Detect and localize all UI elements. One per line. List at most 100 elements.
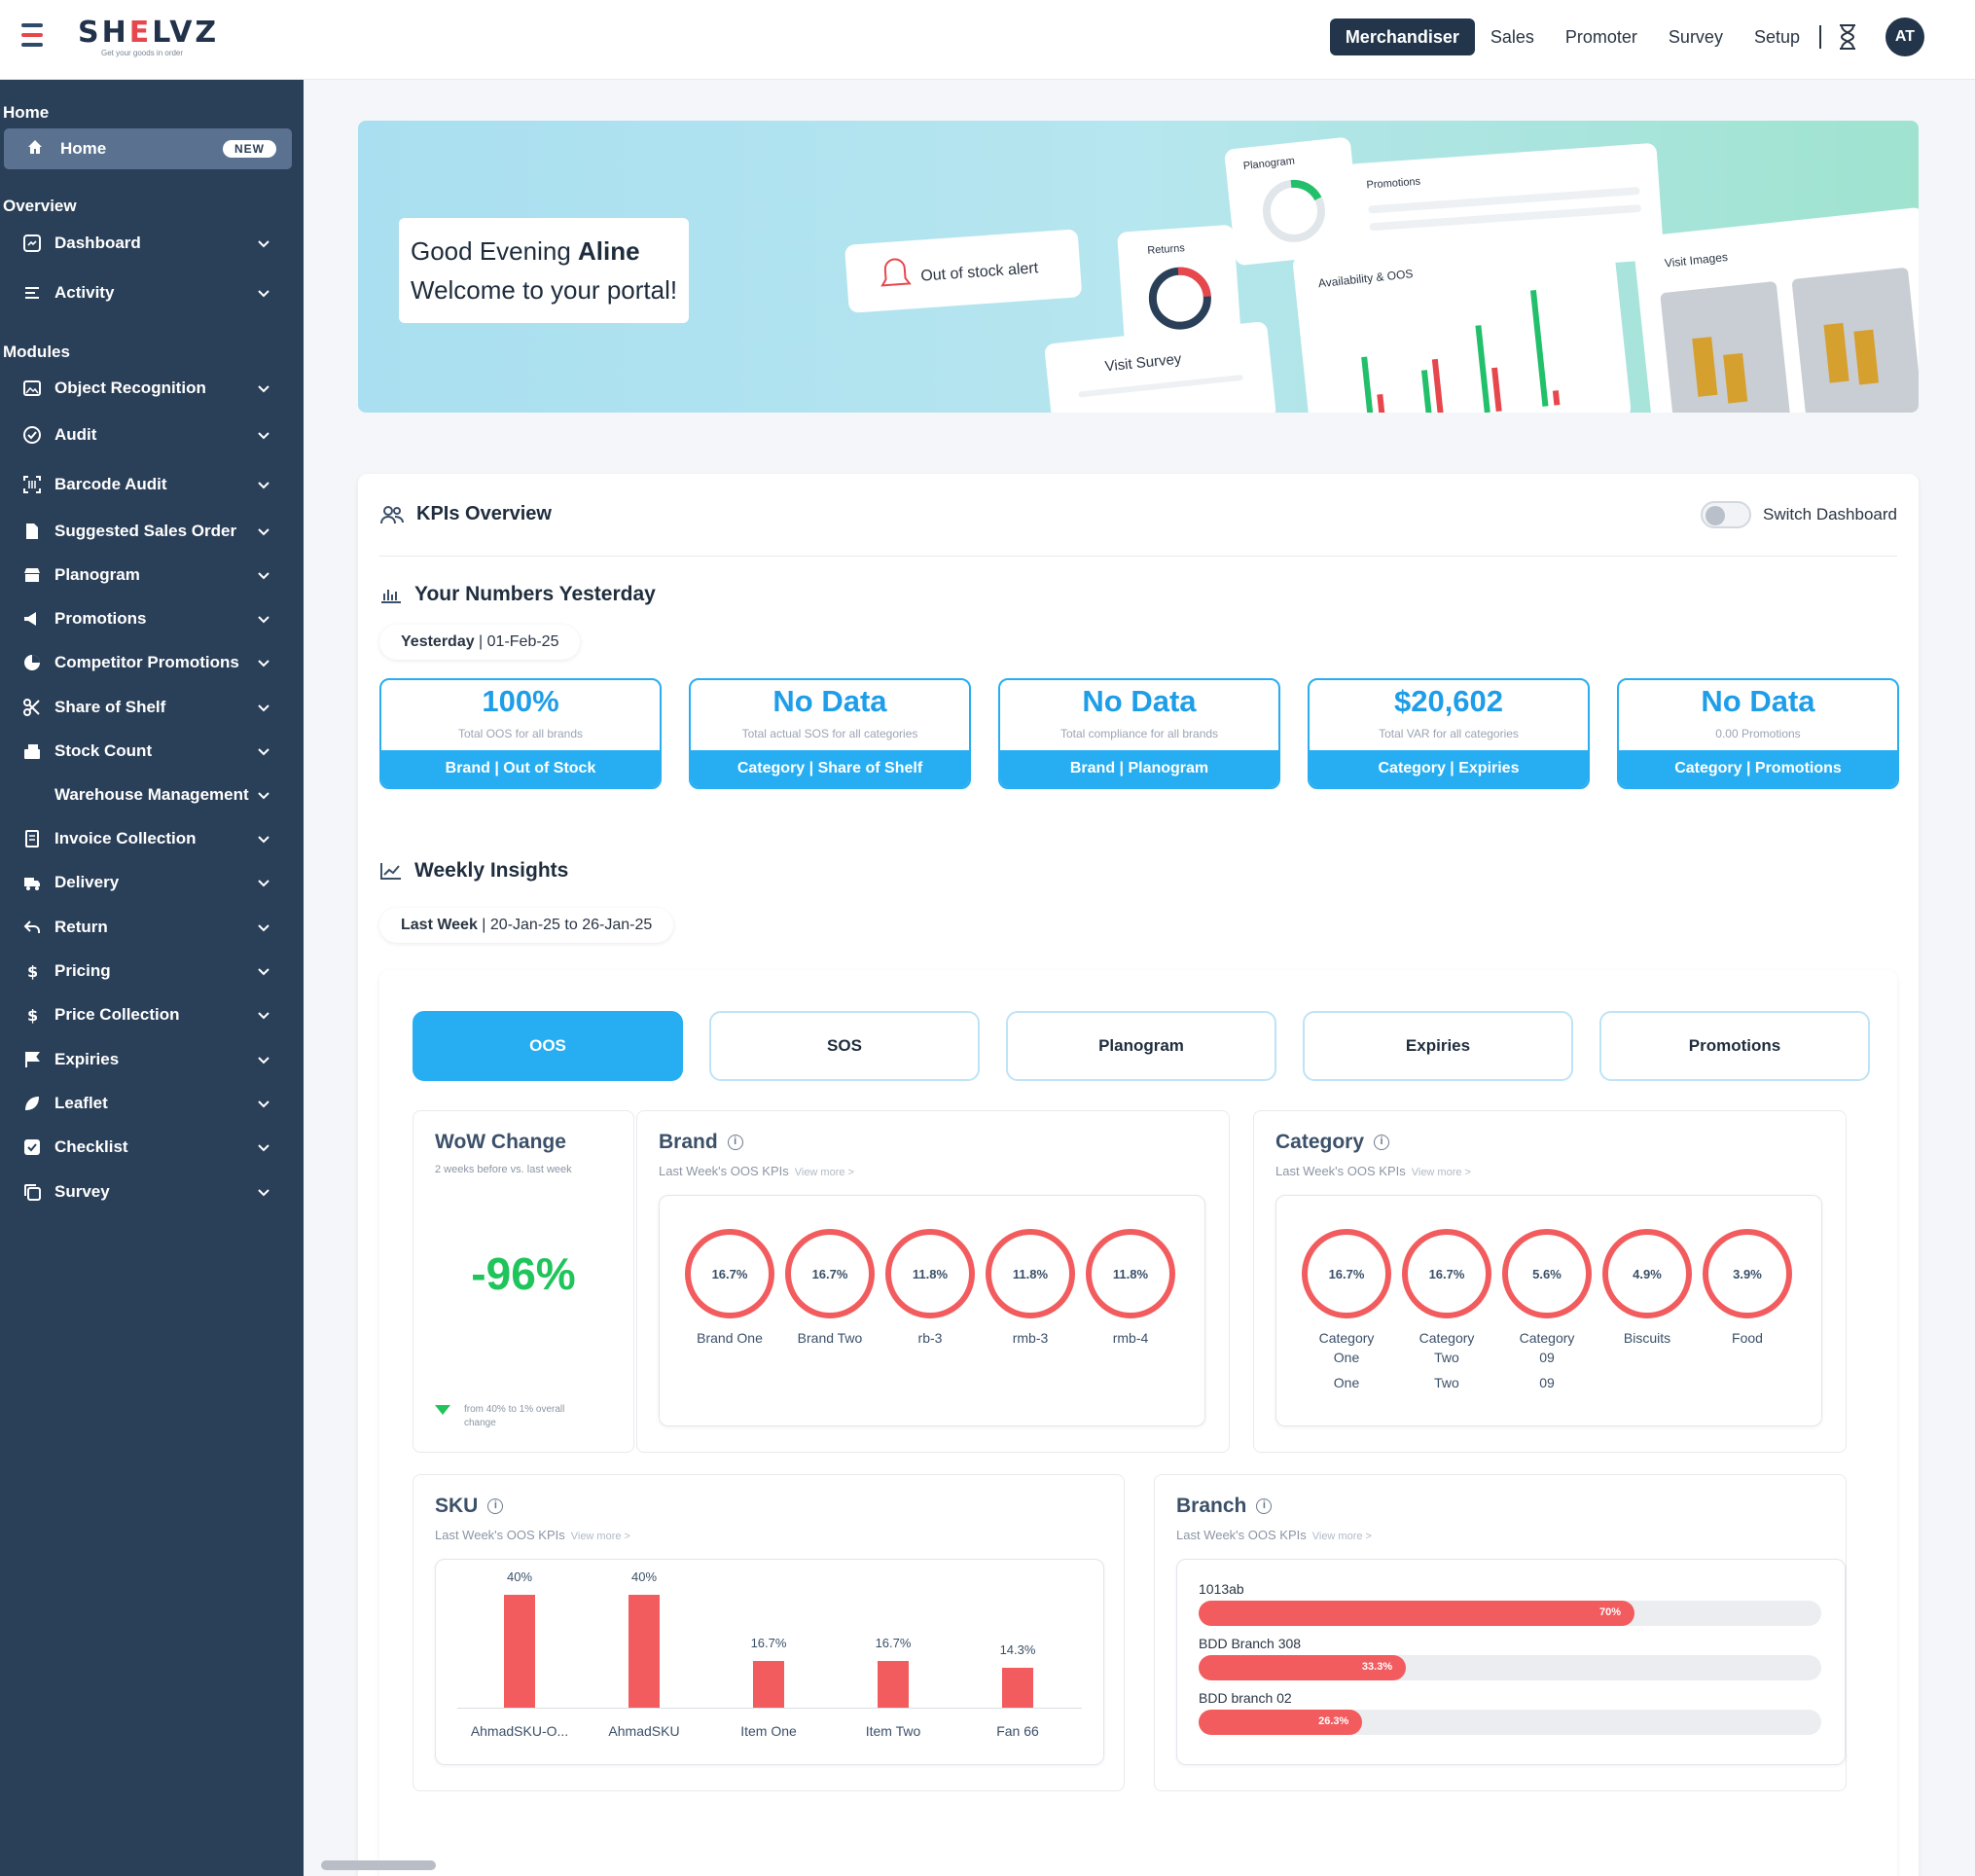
ring-label: Category 09 (1519, 1330, 1575, 1365)
nav-promoter[interactable]: Promoter (1564, 27, 1637, 47)
sidebar-item-stock-count[interactable]: Stock Count (0, 734, 304, 769)
ring-value[interactable]: 11.8% (1086, 1229, 1175, 1318)
sidebar-item-delivery[interactable]: Delivery (0, 865, 304, 900)
info-icon[interactable]: i (727, 1135, 743, 1150)
hourglass-icon[interactable] (1835, 22, 1860, 52)
chevron-down-icon (258, 240, 269, 248)
ring-value[interactable]: 5.6% (1502, 1229, 1592, 1318)
sidebar-item-pricing[interactable]: $ Pricing (0, 954, 304, 989)
sidebar-item-home[interactable]: Home NEW (4, 128, 292, 169)
sidebar-item-survey[interactable]: Survey (0, 1174, 304, 1209)
sku-bar[interactable] (878, 1660, 909, 1708)
sidebar-item-leaflet[interactable]: Leaflet (0, 1086, 304, 1121)
ring-value[interactable]: 4.9% (1602, 1229, 1692, 1318)
chevron-down-icon (258, 290, 269, 298)
branch-name: 1013ab (1199, 1581, 1244, 1597)
info-icon[interactable]: i (1256, 1498, 1273, 1514)
kpi-caption: 0.00 Promotions (1715, 727, 1801, 740)
sidebar-item-planogram[interactable]: Planogram (0, 558, 304, 593)
nav-merchandiser[interactable]: Merchandiser (1329, 18, 1475, 55)
branch-progress-bar[interactable]: 26.3% (1199, 1710, 1363, 1735)
illustration-label: Returns (1147, 242, 1186, 257)
ring-label: Category One (1318, 1330, 1375, 1365)
toggle-track[interactable] (1701, 501, 1752, 528)
ring-value[interactable]: 16.7% (1302, 1229, 1391, 1318)
sku-bar[interactable] (628, 1595, 660, 1708)
sidebar-item-audit[interactable]: Audit (0, 417, 304, 452)
tab-sos[interactable]: SOS (709, 1011, 980, 1081)
sidebar-item-label: Invoice Collection (54, 829, 197, 848)
yesterday-header: Your Numbers Yesterday (379, 583, 656, 606)
sidebar-item-price-collection[interactable]: $ Price Collection (0, 997, 304, 1032)
ring-value[interactable]: 11.8% (986, 1229, 1075, 1318)
switch-dashboard-toggle[interactable]: Switch Dashboard (1701, 501, 1897, 528)
kpi-caption: Total VAR for all categories (1379, 727, 1519, 740)
sidebar-item-checklist[interactable]: Checklist (0, 1130, 304, 1165)
view-more-link[interactable]: View more > (570, 1531, 630, 1542)
sku-bar[interactable] (504, 1595, 535, 1708)
horizontal-scrollbar[interactable] (321, 1860, 436, 1870)
dashboard-icon (21, 233, 43, 254)
chevron-down-icon (255, 379, 272, 397)
sidebar-item-label: Pricing (54, 961, 111, 980)
info-icon[interactable]: i (1374, 1135, 1390, 1150)
sidebar-item-dashboard[interactable]: Dashboard (0, 226, 304, 261)
kpi-card[interactable]: No Data 0.00 Promotions Category | Promoti… (1617, 678, 1899, 789)
sidebar-section-modules: Modules (3, 343, 70, 361)
ring-value[interactable]: 11.8% (885, 1229, 975, 1318)
ring-value[interactable]: 16.7% (685, 1229, 774, 1318)
nav-setup[interactable]: Setup (1753, 27, 1800, 47)
branch-progress-track: 33.3% (1199, 1655, 1821, 1680)
sku-bar[interactable] (753, 1660, 784, 1708)
sidebar-item-invoice-collection[interactable]: Invoice Collection (0, 821, 304, 856)
nav-sales[interactable]: Sales (1490, 27, 1534, 47)
kpi-card[interactable]: $20,602 Total VAR for all categories Categ… (1308, 678, 1590, 789)
avatar[interactable]: AT (1885, 18, 1924, 56)
sidebar-item-object-recognition[interactable]: Object Recognition (0, 371, 304, 406)
branch-progress-value: 26.3% (1318, 1715, 1349, 1727)
sidebar-item-suggested-sales-order[interactable]: Suggested Sales Order (0, 514, 304, 549)
sidebar-item-competitor-promotions[interactable]: Competitor Promotions (0, 645, 304, 680)
kpi-card[interactable]: No Data Total compliance for all brands Br… (998, 678, 1280, 789)
hamburger-menu-icon[interactable] (21, 23, 43, 51)
ring-value[interactable]: 16.7% (1402, 1229, 1491, 1318)
brand-rings: 16.7% Brand One 16.7% Brand Two 11.8% rb-3 11.… (659, 1195, 1205, 1426)
kpi-card[interactable]: 100% Total OOS for all brands Brand | Out … (379, 678, 662, 789)
ring-label: Category Two (1418, 1330, 1475, 1365)
category-rings: 16.7% Category One One 16.7% Category Two Two… (1275, 1195, 1822, 1426)
info-icon[interactable]: i (487, 1498, 504, 1514)
ring-value[interactable]: 16.7% (785, 1229, 875, 1318)
tab-planogram[interactable]: Planogram (1006, 1011, 1276, 1081)
tab-oos[interactable]: OOS (413, 1011, 683, 1081)
nav-survey[interactable]: Survey (1668, 27, 1723, 47)
sku-bar[interactable] (1002, 1667, 1033, 1708)
tab-promotions[interactable]: Promotions (1599, 1011, 1870, 1081)
sidebar-item-warehouse-management[interactable]: Warehouse Management (0, 777, 304, 812)
sidebar-item-label: Price Collection (54, 1005, 180, 1024)
sidebar-item-promotions[interactable]: Promotions (0, 601, 304, 636)
view-more-link[interactable]: View more > (794, 1167, 854, 1178)
branch-progress-track: 26.3% (1199, 1710, 1821, 1735)
kpi-caption: Total actual SOS for all categories (741, 727, 918, 740)
logo[interactable]: SHELVZ (78, 16, 220, 50)
ring-label: rmb-3 (1012, 1330, 1049, 1346)
sidebar-item-share-of-shelf[interactable]: Share of Shelf (0, 690, 304, 725)
yesterday-title: Your Numbers Yesterday (414, 583, 656, 605)
chevron-down-icon (255, 830, 272, 848)
sidebar-item-activity[interactable]: Activity (0, 275, 304, 310)
view-more-link[interactable]: View more > (1411, 1167, 1471, 1178)
view-more-link[interactable]: View more > (1311, 1531, 1372, 1542)
sidebar-item-label: Suggested Sales Order (54, 522, 237, 540)
tab-expiries[interactable]: Expiries (1303, 1011, 1573, 1081)
sidebar-item-barcode-audit[interactable]: Barcode Audit (0, 467, 304, 502)
branch-progress-bar[interactable]: 70% (1199, 1601, 1634, 1626)
ring-label: rb-3 (917, 1330, 943, 1346)
kpi-card[interactable]: No Data Total actual SOS for all categori… (689, 678, 971, 789)
return-arrow-icon (21, 917, 43, 938)
ring-value[interactable]: 3.9% (1703, 1229, 1792, 1318)
svg-text:$: $ (27, 1006, 38, 1025)
branch-progress-bar[interactable]: 33.3% (1199, 1655, 1407, 1680)
sidebar-item-return[interactable]: Return (0, 910, 304, 945)
sidebar-item-expiries[interactable]: Expiries (0, 1042, 304, 1077)
branch-title: Branch i (1176, 1495, 1273, 1518)
